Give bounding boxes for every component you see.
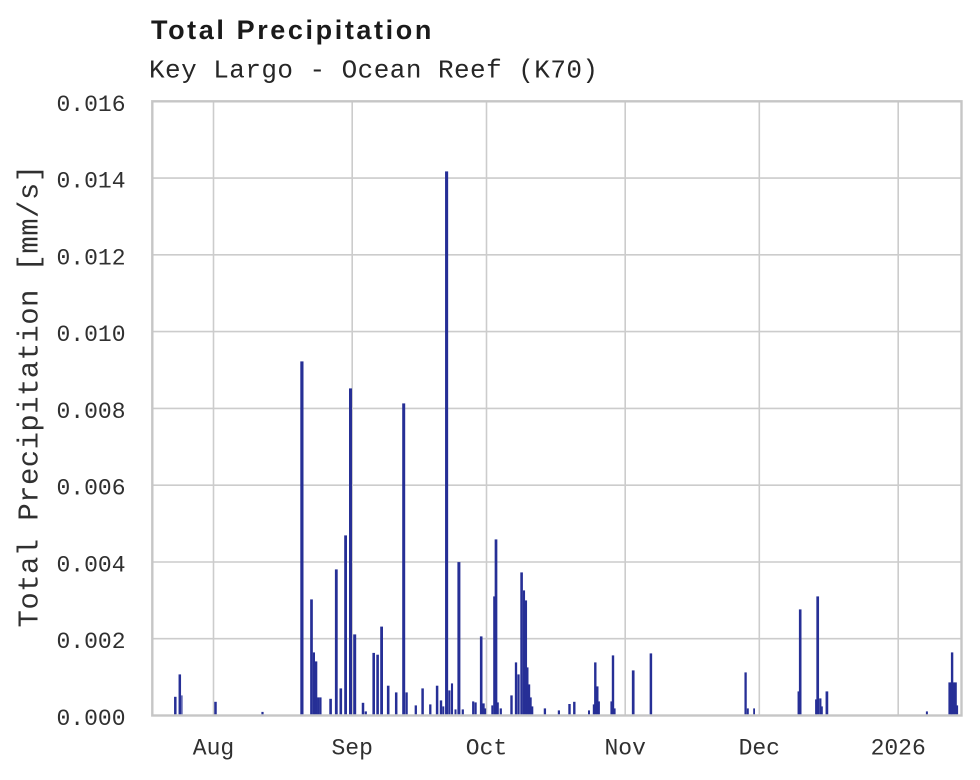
svg-text:Aug: Aug	[193, 736, 234, 762]
svg-text:0.014: 0.014	[56, 169, 125, 195]
svg-text:Total Precipitation: Total Precipitation	[151, 15, 434, 45]
svg-text:0.012: 0.012	[56, 245, 125, 271]
svg-text:Oct: Oct	[466, 736, 507, 762]
svg-text:0.016: 0.016	[56, 92, 125, 118]
svg-text:0.006: 0.006	[56, 476, 125, 502]
svg-text:Key Largo - Ocean Reef (K70): Key Largo - Ocean Reef (K70)	[149, 56, 598, 86]
svg-text:Total Precipitation [mm/s]: Total Precipitation [mm/s]	[14, 165, 47, 628]
svg-text:2026: 2026	[871, 736, 926, 762]
svg-text:0.000: 0.000	[56, 706, 125, 732]
svg-text:0.002: 0.002	[56, 629, 125, 655]
svg-text:0.004: 0.004	[56, 553, 125, 579]
svg-text:0.008: 0.008	[56, 399, 125, 425]
svg-text:Sep: Sep	[331, 736, 372, 762]
svg-text:0.010: 0.010	[56, 322, 125, 348]
svg-text:Dec: Dec	[739, 736, 780, 762]
svg-text:Nov: Nov	[604, 736, 646, 762]
